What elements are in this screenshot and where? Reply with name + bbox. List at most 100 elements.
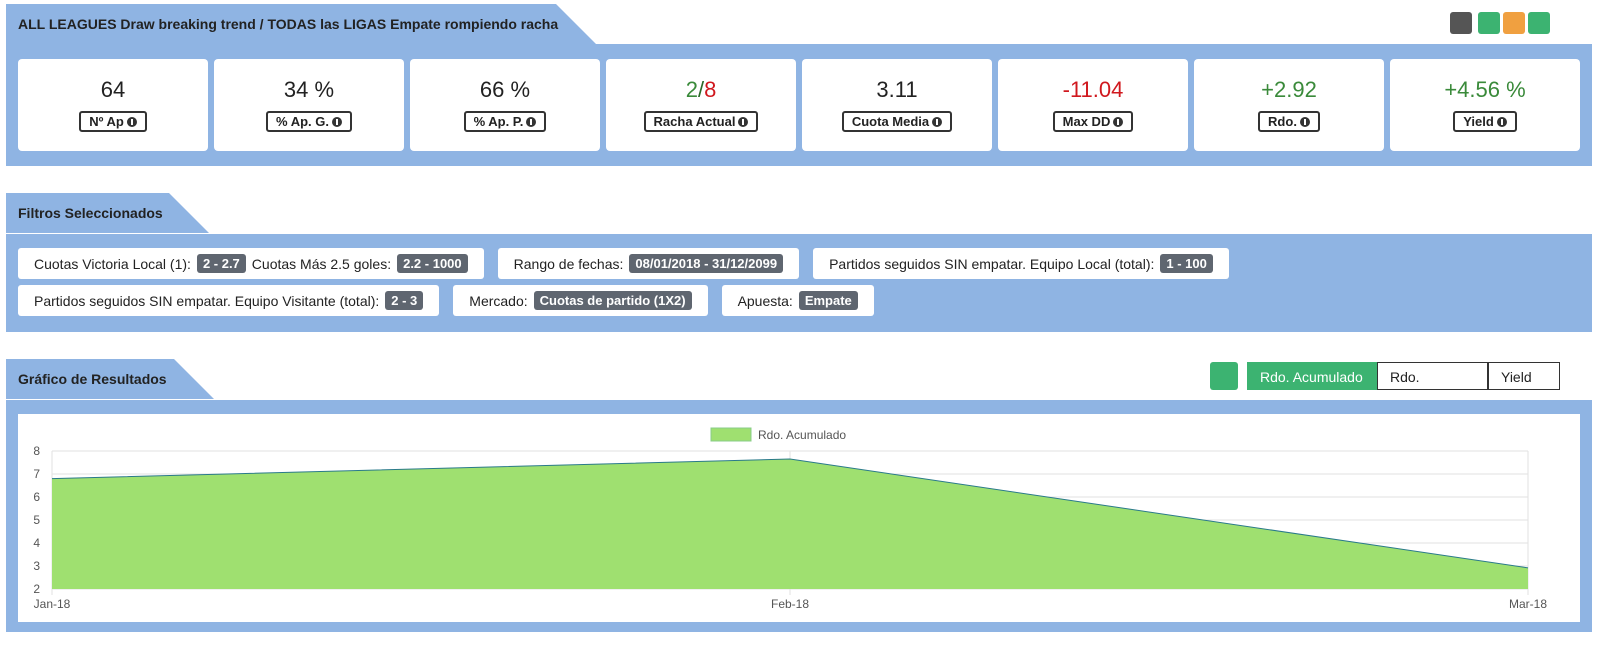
stat-value-text: 3.11 — [876, 77, 918, 102]
filter-value: 2 - 2.7 — [196, 254, 246, 273]
filter-label: Rango de fechas: — [513, 255, 624, 272]
y-tick-label: 4 — [33, 536, 40, 550]
filter-row: Cuotas Victoria Local (1): 2 - 2.7 Cuotas … — [18, 248, 1592, 279]
info-icon[interactable] — [126, 117, 137, 127]
filter-value: 08/01/2018 - 31/12/2099 — [629, 254, 784, 273]
filter-label: Cuotas Más 2.5 goles: — [251, 255, 392, 272]
filter-label: Mercado: — [469, 292, 528, 309]
filters-title: Filtros Seleccionados — [6, 193, 209, 233]
y-tick-label: 3 — [33, 559, 40, 573]
filters-panel: Cuotas Victoria Local (1): 2 - 2.7 Cuotas … — [6, 234, 1592, 332]
legend-swatch — [710, 427, 752, 442]
filter-label: Apuesta: — [737, 292, 793, 309]
stat-value-text: 34 % — [283, 77, 335, 102]
stat-label-text: Yield — [1463, 114, 1494, 129]
stat-label-text: Rdo. — [1268, 114, 1297, 129]
stat-value: 3.11 — [802, 77, 992, 107]
stat-label: Yield — [1453, 111, 1517, 132]
filter-box: Mercado: Cuotas de partido (1X2) — [453, 285, 708, 316]
stat-card: 3.11 Cuota Media — [802, 59, 992, 151]
stat-label: % Ap. G. — [266, 111, 352, 132]
stat-value-text: +2.92 — [1261, 77, 1317, 102]
chart-download-button[interactable] — [1210, 362, 1238, 390]
stat-label: Rdo. — [1258, 111, 1320, 132]
filter-label: Partidos seguidos SIN empatar. Equipo Vi… — [34, 292, 380, 309]
stat-value-part: 8 — [704, 77, 717, 102]
copy-button[interactable] — [1450, 12, 1472, 34]
share-button[interactable] — [1503, 12, 1525, 34]
info-icon[interactable] — [1496, 117, 1507, 127]
x-tick-label: Feb-18 — [771, 597, 809, 611]
stat-card: -11.04 Max DD — [998, 59, 1188, 151]
stat-value-text: 66 % — [479, 77, 531, 102]
stat-label: Max DD — [1052, 111, 1134, 132]
stats-panel: 64 Nº Ap 34 % % Ap. G. 66 % % Ap. P. 2/8 Racha … — [6, 44, 1592, 166]
stat-value-text: +4.56 % — [1444, 77, 1526, 102]
info-icon[interactable] — [1113, 117, 1124, 127]
y-tick-label: 8 — [33, 444, 40, 458]
filter-value: Cuotas de partido (1X2) — [533, 291, 692, 310]
header-title: ALL LEAGUES Draw breaking trend / TODAS … — [6, 4, 596, 44]
download-button[interactable] — [1478, 12, 1500, 34]
stat-card: +4.56 % Yield — [1390, 59, 1580, 151]
stat-label-text: % Ap. G. — [276, 114, 329, 129]
email-button[interactable] — [1528, 12, 1550, 34]
stat-label: Nº Ap — [79, 111, 147, 132]
stat-label-text: % Ap. P. — [473, 114, 524, 129]
area — [52, 459, 1528, 589]
stat-label-text: Nº Ap — [89, 114, 124, 129]
stat-label: Cuota Media — [841, 111, 953, 132]
filter-box: Partidos seguidos SIN empatar. Equipo Lo… — [813, 248, 1229, 279]
filter-box: Apuesta: Empate — [721, 285, 874, 316]
info-icon[interactable] — [1299, 117, 1310, 127]
results-title: Gráfico de Resultados — [6, 359, 214, 399]
stat-card: +2.92 Rdo. — [1194, 59, 1384, 151]
chart-mode-button[interactable]: Rdo. Mensual — [1377, 362, 1488, 413]
y-tick-label: 2 — [33, 582, 40, 596]
y-tick-label: 7 — [33, 467, 40, 481]
chart-panel: 2 3 4 5 6 7 8 Jan-18 Feb-18 Mar-18 Rdo. Acumulado — [6, 400, 1592, 632]
stat-card: 34 % % Ap. G. — [214, 59, 404, 151]
filter-value: 2 - 3 — [385, 291, 424, 310]
filter-value: Empate — [798, 291, 858, 310]
filter-value: 1 - 100 — [1160, 254, 1213, 273]
info-icon[interactable] — [932, 117, 943, 127]
filter-row: Partidos seguidos SIN empatar. Equipo Vi… — [18, 285, 1592, 316]
stat-value-text: 64 — [100, 77, 126, 102]
stat-value: 34 % — [214, 77, 404, 107]
filter-label: Partidos seguidos SIN empatar. Equipo Lo… — [829, 255, 1155, 272]
chart-mode-button[interactable]: Yield % — [1488, 362, 1560, 413]
y-tick-label: 6 — [33, 490, 40, 504]
stat-label-text: Max DD — [1062, 114, 1111, 129]
stat-value: 66 % — [410, 77, 600, 107]
info-icon[interactable] — [331, 117, 342, 127]
filter-box: Partidos seguidos SIN empatar. Equipo Vi… — [18, 285, 440, 316]
chart-mode-button[interactable]: Rdo. Acumulado — [1247, 362, 1377, 390]
stat-value: -11.04 — [998, 77, 1188, 107]
stat-value-part: 2 — [685, 77, 698, 102]
legend-label: Rdo. Acumulado — [758, 428, 846, 442]
stat-value: +4.56 % — [1390, 77, 1580, 107]
chart: 2 3 4 5 6 7 8 Jan-18 Feb-18 Mar-18 Rdo. Acumulado — [18, 414, 1580, 622]
stat-value: 2/8 — [606, 77, 796, 107]
filter-box: Cuotas Victoria Local (1): 2 - 2.7 Cuotas … — [18, 248, 484, 279]
y-tick-label: 5 — [33, 513, 40, 527]
stat-card: 64 Nº Ap — [18, 59, 208, 151]
line — [51, 458, 1529, 569]
info-icon[interactable] — [526, 117, 537, 127]
stat-value-part: / — [697, 77, 705, 102]
x-tick-label: Jan-18 — [34, 597, 71, 611]
filter-value: 2.2 - 1000 — [397, 254, 468, 273]
info-icon[interactable] — [738, 117, 749, 127]
stat-value-text: -11.04 — [1062, 77, 1124, 102]
x-tick-label: Mar-18 — [1509, 597, 1547, 611]
filter-box: Rango de fechas: 08/01/2018 - 31/12/2099 — [497, 248, 800, 279]
stat-value: +2.92 — [1194, 77, 1384, 107]
stat-label: Racha Actual — [643, 111, 759, 132]
stat-card: 66 % % Ap. P. — [410, 59, 600, 151]
stat-card: 2/8 Racha Actual — [606, 59, 796, 151]
stat-label-text: Cuota Media — [851, 114, 930, 129]
stat-value: 64 — [18, 77, 208, 107]
filter-label: Cuotas Victoria Local (1): — [34, 255, 191, 272]
